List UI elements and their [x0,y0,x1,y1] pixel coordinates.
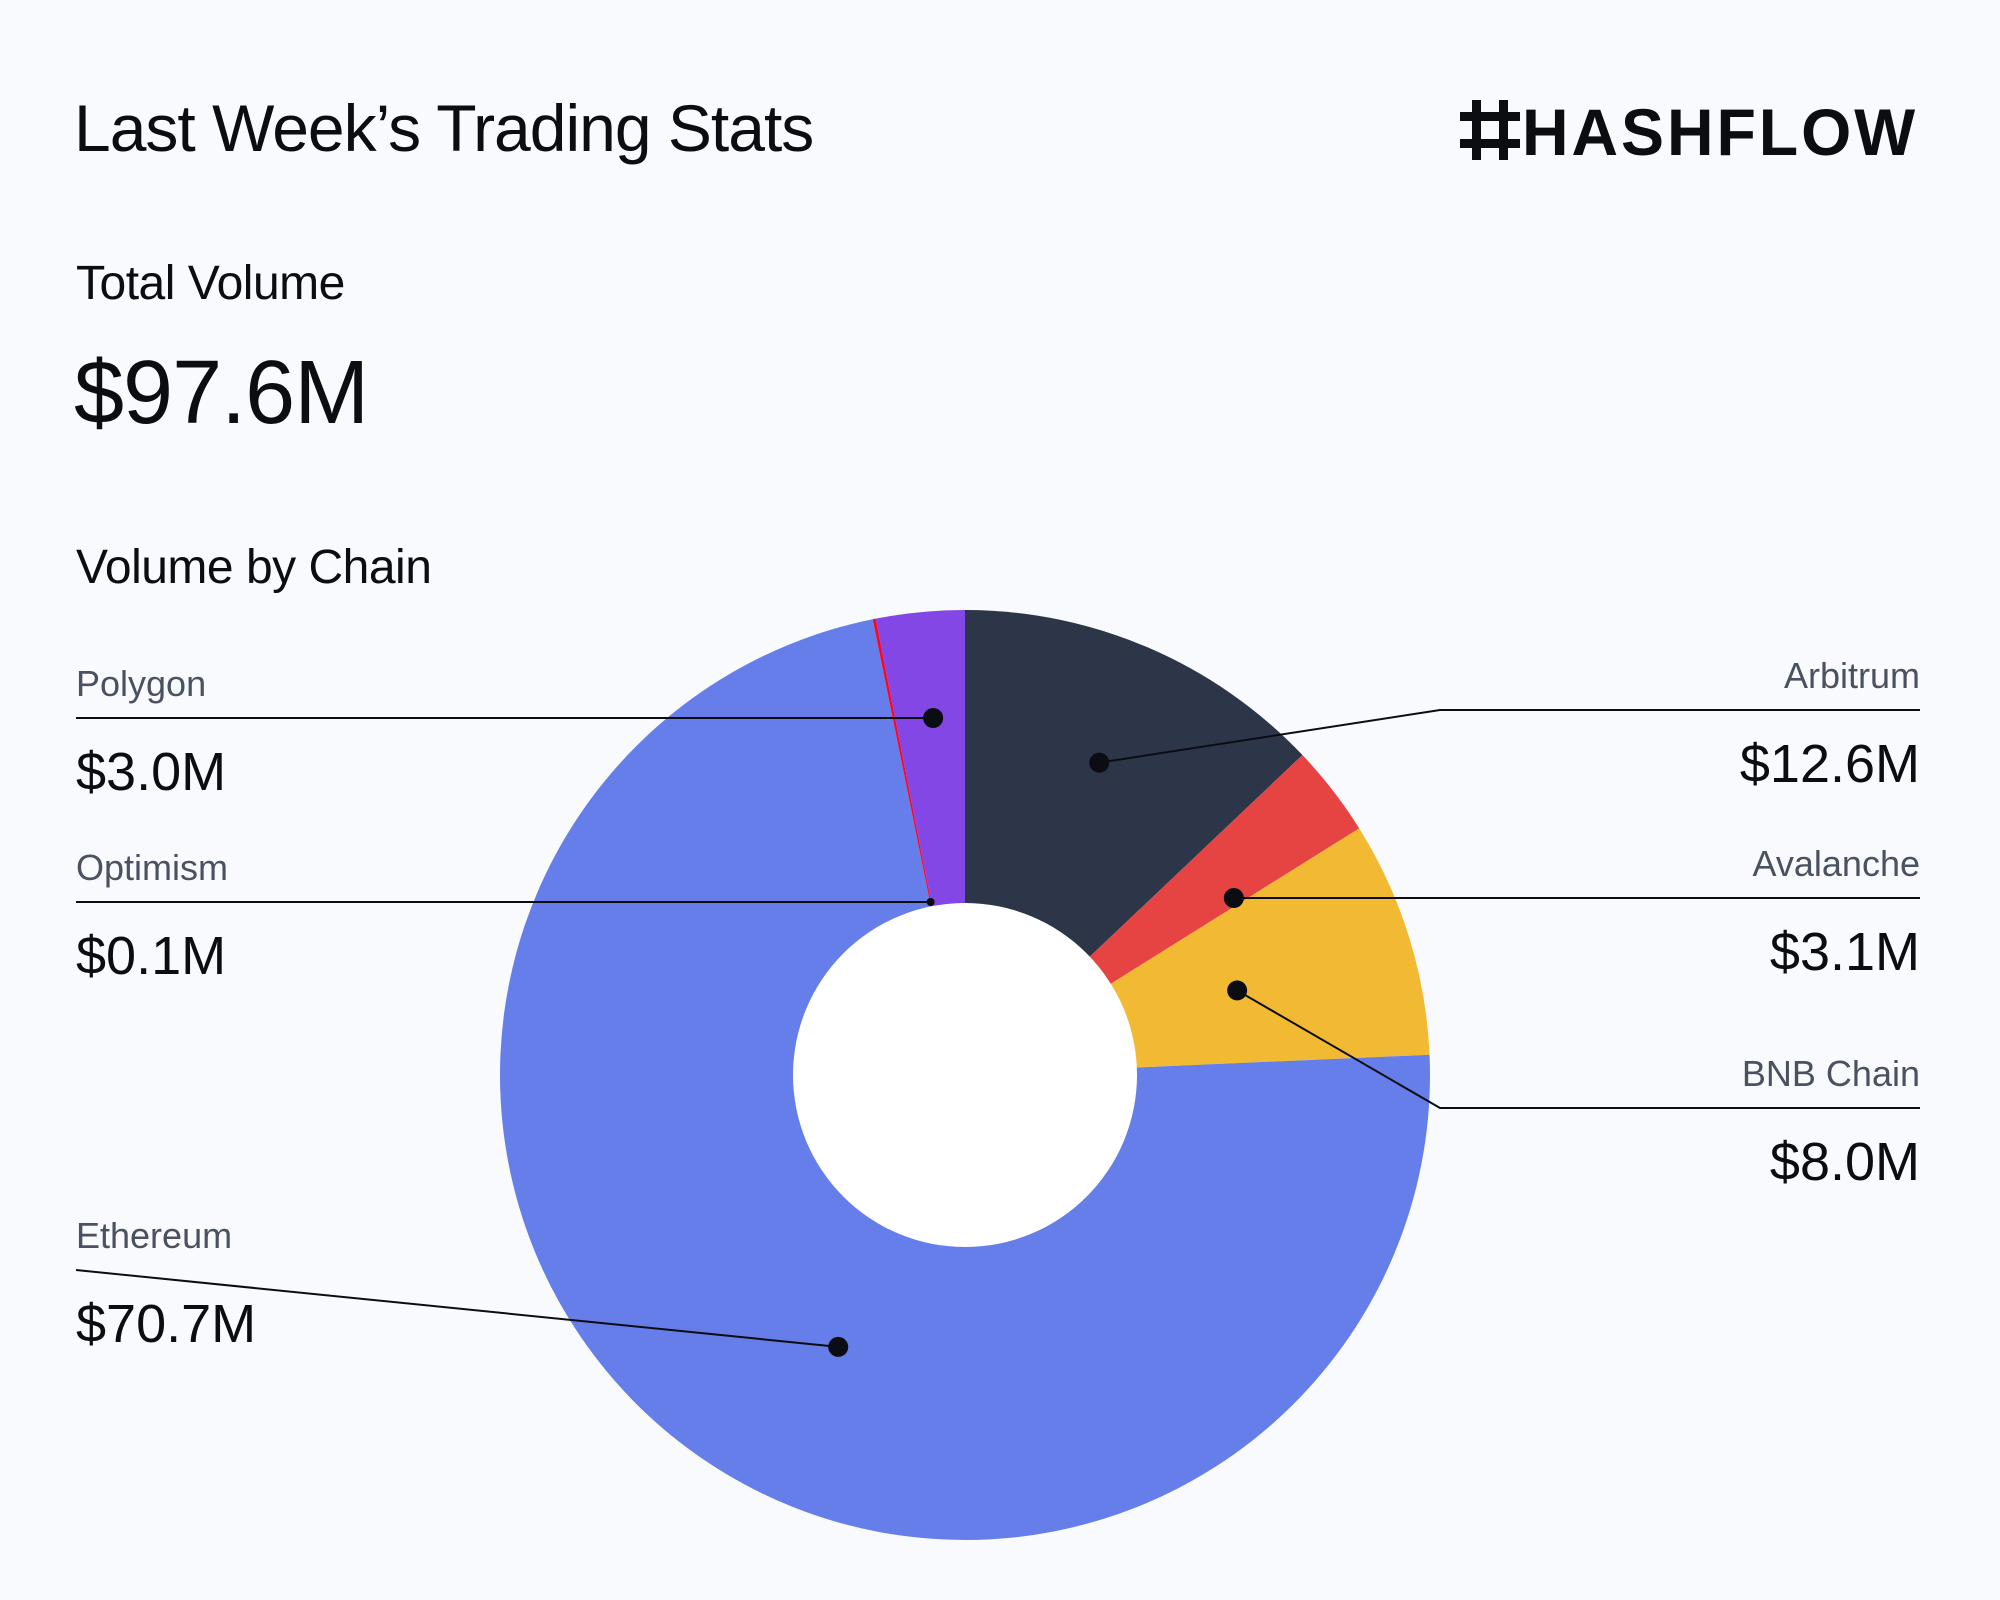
leader-dot [828,1336,849,1357]
chart-callouts: Arbitrum $12.6M Avalanche $3.1M BNB Chain $8.… [75,655,1920,1357]
leader-dot [1223,888,1244,908]
slice-value-label: $0.1M [76,926,226,986]
total-volume-value: $97.6M [74,343,369,443]
slice-value-label: $70.7M [76,1294,256,1354]
callout-polygon: Polygon $3.0M [76,663,944,802]
slice-value-label: $8.0M [1770,1132,1920,1192]
callout-optimism: Optimism $0.1M [76,847,935,986]
leader-dot [926,898,935,906]
callout-avalanche: Avalanche $3.1M [1223,843,1920,982]
slice-name-label: Avalanche [1753,843,1920,884]
slice-name-label: Optimism [76,847,228,888]
brand-wordmark: HASHFLOW [1522,100,1918,160]
leader-line [75,1269,839,1348]
leader-dot [1089,752,1110,773]
donut-hole [793,903,1137,1247]
callout-bnb-chain: BNB Chain $8.0M [1227,980,1920,1192]
slice-name-label: Ethereum [76,1215,232,1256]
slice-value-label: $3.1M [1770,922,1920,982]
slice-value-label: $12.6M [1740,734,1920,794]
slice-name-label: BNB Chain [1742,1053,1920,1094]
leader-line [1236,989,1920,1109]
chart-section-label: Volume by Chain [76,541,432,594]
slice-name-label: Arbitrum [1784,655,1920,696]
leader-dot [923,708,944,728]
hash-mark-icon [1460,100,1520,160]
total-volume-label: Total Volume [76,257,345,310]
hashflow-logo: HASHFLOW [1460,100,1918,160]
leader-dot [1227,980,1248,1001]
page-title: Last Week’s Trading Stats [74,91,814,165]
callout-arbitrum: Arbitrum $12.6M [1089,655,1920,794]
slice-value-label: $3.0M [76,742,226,802]
leader-line [1099,709,1920,764]
slice-name-label: Polygon [76,663,206,704]
callout-ethereum: Ethereum $70.7M [75,1215,849,1357]
